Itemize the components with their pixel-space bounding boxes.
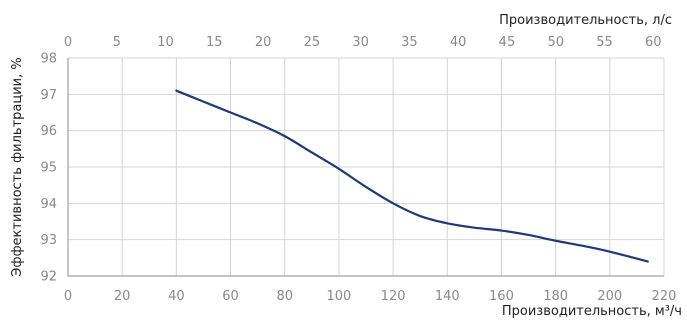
series-line (175, 89, 649, 263)
y-tick-label: 97 (40, 88, 57, 103)
x-bottom-tick-label: 120 (381, 289, 406, 304)
y-tick-label: 94 (40, 197, 57, 212)
x-bottom-tick-label: 160 (489, 289, 514, 304)
x-axis-bottom-label: Производительность, м³/ч (502, 304, 682, 319)
y-tick-label: 98 (40, 52, 57, 67)
x-top-tick-label: 40 (450, 35, 467, 50)
x-bottom-tick-label: 80 (276, 289, 293, 304)
x-top-tick-label: 45 (499, 35, 516, 50)
y-tick-label: 92 (40, 270, 57, 285)
x-top-tick-label: 55 (596, 35, 613, 50)
x-bottom-tick-label: 200 (597, 289, 622, 304)
x-top-tick-label: 5 (113, 35, 121, 50)
x-axis-top-label: Производительность, л/с (499, 13, 672, 28)
x-top-tick-label: 35 (401, 35, 418, 50)
x-bottom-tick-label: 220 (652, 289, 677, 304)
x-top-tick-label: 10 (157, 35, 174, 50)
x-bottom-tick-label: 140 (435, 289, 460, 304)
y-axis-label: Эффективность фильтрации, % (10, 57, 25, 277)
x-top-tick-label: 20 (255, 35, 272, 50)
x-bottom-tick-label: 0 (64, 289, 72, 304)
x-bottom-tick-label: 40 (168, 289, 185, 304)
axes (67, 58, 664, 277)
series (175, 89, 649, 263)
x-top-tick-label: 30 (352, 35, 369, 50)
y-tick-label: 95 (40, 161, 57, 176)
x-top-tick-label: 60 (645, 35, 662, 50)
x-top-tick-label: 25 (304, 35, 321, 50)
x-top-tick-label: 50 (547, 35, 564, 50)
x-bottom-tick-label: 180 (543, 289, 568, 304)
x-bottom-tick-label: 100 (326, 289, 351, 304)
x-bottom-tick-label: 20 (114, 289, 131, 304)
y-tick-label: 93 (40, 233, 57, 248)
x-bottom-tick-label: 60 (222, 289, 239, 304)
x-top-tick-label: 0 (64, 35, 72, 50)
x-top-tick-label: 15 (206, 35, 223, 50)
y-tick-label: 96 (40, 124, 57, 139)
tick-labels: 0 20 40 60 80 100 120 140 160 180 200 2209293949596… (40, 35, 676, 304)
